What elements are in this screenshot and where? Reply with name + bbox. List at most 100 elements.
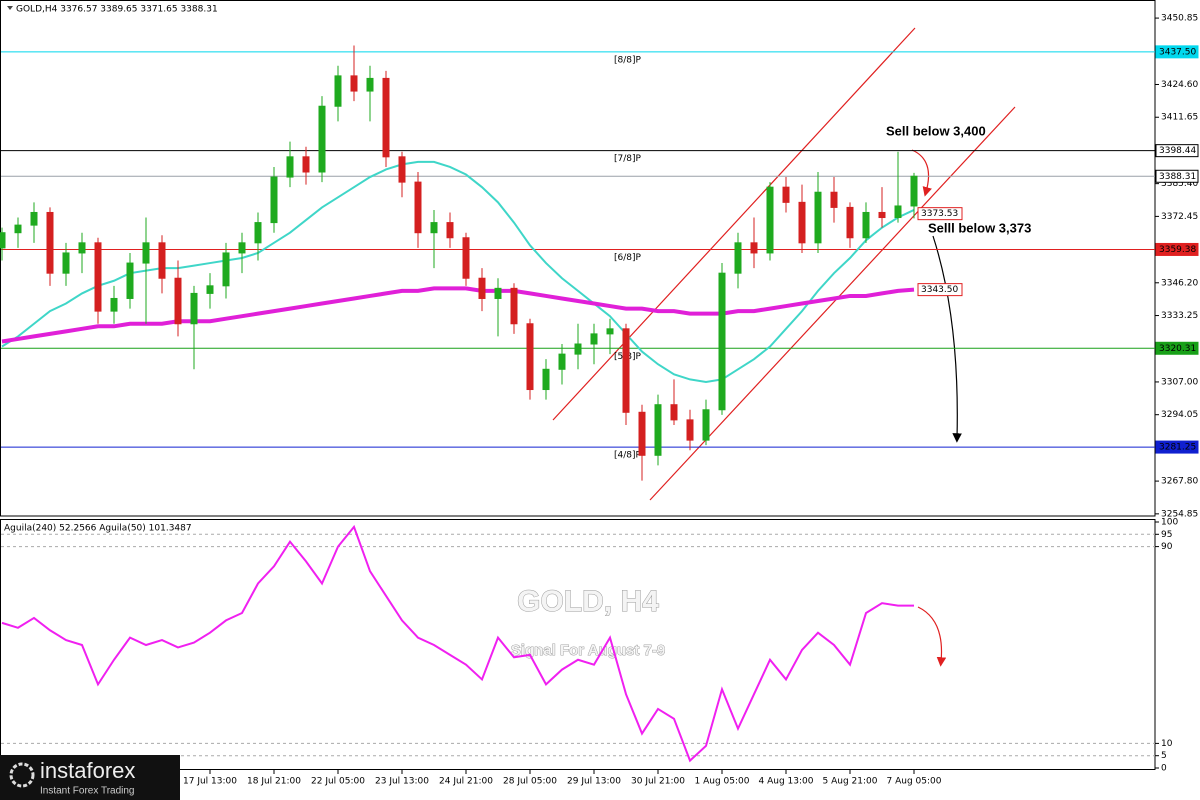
logo-box [0, 755, 180, 800]
y-tick-label: 5 [1161, 751, 1167, 761]
candle-body [542, 368, 550, 391]
y-tick-label: 3267.80 [1161, 477, 1198, 487]
channel-upper [552, 27, 916, 421]
candle-body [734, 242, 742, 274]
candle-body [622, 328, 630, 413]
y-tick-label: 0 [1161, 764, 1167, 774]
candle-body [318, 105, 326, 173]
candle-body [590, 333, 598, 345]
x-tick-label: 5 Aug 21:00 [823, 777, 878, 787]
candle-body [174, 277, 182, 325]
arrow-target [932, 235, 962, 443]
x-tick-label: 1 Aug 05:00 [695, 777, 750, 787]
candle-body [190, 292, 198, 325]
price-tag-label: 3343.50 [921, 285, 958, 295]
moving-average [1, 286, 915, 344]
candle-body [110, 297, 118, 312]
y-tick-label: 3254.85 [1161, 509, 1198, 519]
candle-body [414, 181, 422, 234]
candle-body [830, 191, 838, 208]
y-tick-label: 3333.25 [1161, 311, 1198, 321]
candle-body [654, 404, 662, 456]
candle-body [494, 287, 502, 299]
y-tick-label: 3294.05 [1161, 410, 1198, 420]
y-tick-label: 100 [1161, 518, 1178, 528]
logo-icon [9, 762, 35, 788]
x-tick-label: 4 Aug 13:00 [759, 777, 814, 787]
candle-body [398, 156, 406, 183]
candle-body [238, 242, 246, 254]
candle-body [14, 224, 22, 234]
candle-body [702, 409, 710, 441]
candle-body [670, 404, 678, 421]
candle-body [430, 222, 438, 234]
menu-icon[interactable] [7, 6, 13, 10]
candle-body [350, 75, 358, 92]
candle-body [846, 206, 854, 239]
level-box [1155, 45, 1199, 59]
annotation: Sell below 3,400 [886, 123, 986, 138]
level-name: [6/8]P [614, 253, 642, 263]
level-name: [7/8]P [614, 154, 642, 164]
x-tick-label: 22 Jul 05:00 [311, 777, 365, 787]
y-tick-label: 3346.20 [1161, 278, 1198, 288]
candle-body [206, 285, 214, 294]
candle-body [782, 186, 790, 203]
level-label: 3359.38 [1159, 245, 1196, 255]
level-label: 3320.31 [1159, 344, 1196, 354]
level-box [1155, 341, 1199, 355]
candle-body [686, 419, 694, 441]
candle-body [78, 242, 86, 254]
watermark-subtitle: Signal For August 7-9 [511, 642, 665, 659]
candle-body [894, 205, 902, 219]
candle-body [94, 242, 102, 312]
candle-body [574, 343, 582, 355]
price-tag-box [917, 207, 963, 221]
candle-body [814, 191, 822, 244]
candle-body [30, 211, 38, 226]
x-tick-label: 23 Jul 13:00 [375, 777, 429, 787]
last-price-label: 3388.31 [1159, 172, 1196, 182]
candle-body [638, 411, 646, 456]
candle-body [526, 323, 534, 391]
price-tag-box [917, 283, 963, 297]
price-tag-label: 3373.53 [921, 209, 958, 219]
x-tick-label: 24 Jul 21:00 [439, 777, 493, 787]
candle-body [606, 328, 614, 335]
x-tick-label: 7 Aug 05:00 [887, 777, 942, 787]
candle-body [446, 222, 454, 239]
level-box [1155, 440, 1199, 454]
chart-header: GOLD,H4 3376.57 3389.65 3371.65 3388.31 [16, 5, 218, 15]
level-name: [4/8]P [614, 451, 642, 461]
level-box [1155, 144, 1199, 158]
candle-body [126, 262, 134, 299]
x-tick-label: 17 Jul 13:00 [183, 777, 237, 787]
level-label: 3281.25 [1159, 443, 1196, 453]
y-tick-label: 3385.40 [1161, 179, 1198, 189]
candle-body [142, 242, 150, 264]
level-box [1155, 242, 1199, 256]
candle-body [158, 242, 166, 279]
x-tick-label: 30 Jul 21:00 [631, 777, 685, 787]
arrow-sell-1 [911, 149, 932, 197]
x-tick-label: 28 Jul 05:00 [503, 777, 557, 787]
level-name: [8/8]P [614, 55, 642, 65]
y-tick-label: 3372.45 [1161, 212, 1198, 222]
logo-name: instaforex [40, 758, 135, 783]
annotation: Selll below 3,373 [928, 220, 1031, 235]
y-tick-label: 3307.00 [1161, 377, 1198, 387]
candle-body [750, 242, 758, 254]
x-tick-label: 18 Jul 21:00 [247, 777, 301, 787]
oscillator-title: Aguila(240) 52.2566 Aguila(50) 101.3487 [4, 524, 192, 534]
candle-body [46, 211, 54, 274]
candle-body [910, 175, 918, 207]
x-tick-label: 29 Jul 13:00 [567, 777, 621, 787]
candle-body [766, 186, 774, 254]
watermark-title: GOLD, H4 [517, 585, 659, 618]
y-tick-label: 3424.60 [1161, 80, 1198, 90]
y-tick-label: 3411.65 [1161, 113, 1198, 123]
arrow-oscillator [917, 606, 947, 667]
oscillator-line [1, 524, 914, 763]
